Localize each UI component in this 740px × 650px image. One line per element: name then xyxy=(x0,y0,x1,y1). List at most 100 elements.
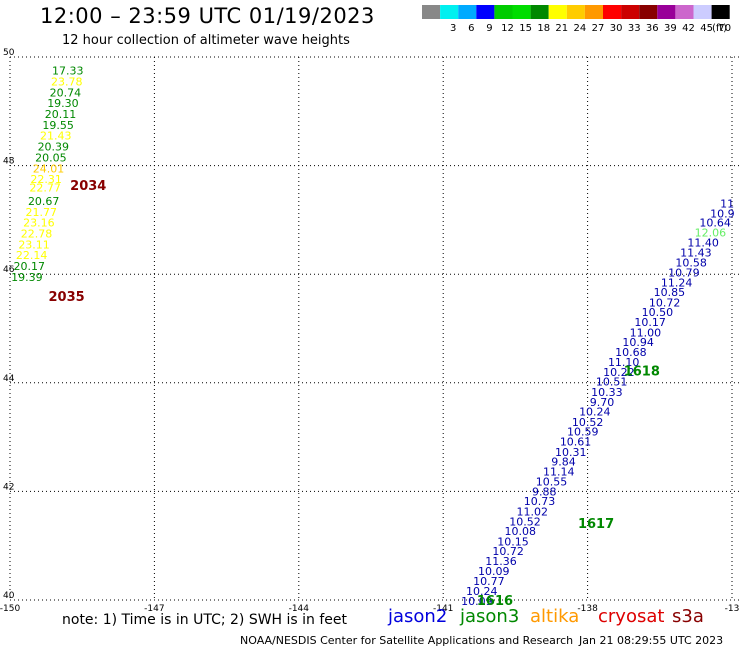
swh-value-label: 10.61 xyxy=(560,435,592,448)
colorbar-swatch xyxy=(440,5,459,19)
swh-value-label: 10.9 xyxy=(710,207,735,220)
swh-value-label: 10.72 xyxy=(492,545,524,558)
track-labels: 2034 2035 1618 1617 1616 xyxy=(49,179,660,609)
colorbar-swatch xyxy=(566,5,585,19)
swh-value-label: 19.55 xyxy=(42,119,74,132)
swh-value-label: 10.73 xyxy=(524,495,556,508)
y-tick-label: 46 xyxy=(3,265,15,275)
swh-points: 17.3323.7820.7419.3020.1119.5521.4320.39… xyxy=(11,65,735,609)
swh-value-label: 10.33 xyxy=(591,386,623,399)
legend-item-jason2: jason2 xyxy=(388,606,448,627)
swh-value-label: 11.14 xyxy=(543,465,575,478)
swh-value-label: 20.74 xyxy=(50,86,82,99)
colorbar: 3 6 9 12 15 18 21 24 27 30 33 36 39 42 45 70 (ft) xyxy=(422,5,731,34)
colorbar-swatch xyxy=(693,5,712,19)
colorbar-swatch xyxy=(675,5,694,19)
swh-value-label: 10.31 xyxy=(555,446,587,459)
colorbar-swatch xyxy=(494,5,513,19)
legend-item-altika: altika xyxy=(530,606,580,627)
footer-credit: NOAA/NESDIS Center for Satellite Applica… xyxy=(240,634,574,647)
map-plot: -150 -147 -144 -141 -138 -13 40 42 44 46 48 50 17.3… xyxy=(0,48,740,612)
colorbar-tick-label: 21 xyxy=(555,23,568,34)
colorbar-swatch xyxy=(621,5,640,19)
swh-value-label: 10.85 xyxy=(654,286,686,299)
swh-value-label: 10.58 xyxy=(675,256,707,269)
swh-value-label: 10.64 xyxy=(699,217,731,230)
colorbar-swatch xyxy=(603,5,622,19)
swh-value-label: 19.39 xyxy=(11,271,43,284)
colorbar-tick-label: 3 xyxy=(450,23,456,34)
swh-value-label: 10.77 xyxy=(473,575,505,588)
legend-item-s3a: s3a xyxy=(672,606,704,627)
colorbar-tick-label: 27 xyxy=(592,23,605,34)
x-tick-label: -147 xyxy=(144,604,164,612)
swh-value-label: 10.79 xyxy=(668,267,700,280)
swh-value-label: 11.40 xyxy=(687,237,719,250)
swh-value-label: 11.24 xyxy=(661,276,693,289)
swh-value-label: 22.14 xyxy=(16,249,48,262)
x-tick-label: -144 xyxy=(289,604,310,612)
swh-value-label: 17.33 xyxy=(52,65,84,78)
colorbar-tick-label: 33 xyxy=(628,23,641,34)
swh-value-label: 20.17 xyxy=(14,260,46,273)
swh-value-label: 10.52 xyxy=(572,416,604,429)
swh-value-label: 11.43 xyxy=(680,246,712,259)
colorbar-tick-label: 42 xyxy=(682,23,695,34)
colorbar-swatch xyxy=(458,5,477,19)
colorbar-tick-label: 9 xyxy=(486,23,492,34)
grid-lines xyxy=(9,56,740,601)
colorbar-swatch xyxy=(639,5,658,19)
colorbar-tick-label: 12 xyxy=(501,23,514,34)
swh-value-label: 24.01 xyxy=(33,162,65,175)
swh-value-label: 10.68 xyxy=(615,346,647,359)
colorbar-tick-label: 15 xyxy=(519,23,532,34)
chart-title: 12:00 – 23:59 UTC 01/19/2023 xyxy=(40,4,375,28)
x-tick-label: -13 xyxy=(725,604,740,612)
swh-value-label: 10.09 xyxy=(478,565,510,578)
swh-value-label: 9.88 xyxy=(532,485,557,498)
swh-value-label: 23.78 xyxy=(51,75,83,88)
colorbar-swatch xyxy=(530,5,549,19)
colorbar-tick-label: 24 xyxy=(574,23,587,34)
swh-value-label: 20.11 xyxy=(45,108,77,121)
swh-value-label: 10.94 xyxy=(622,336,654,349)
colorbar-tick-label: 36 xyxy=(646,23,659,34)
swh-value-label: 10.17 xyxy=(634,316,666,329)
colorbar-swatch xyxy=(548,5,567,19)
legend-item-jason3: jason3 xyxy=(460,606,520,627)
swh-value-label: 23.11 xyxy=(18,238,50,251)
track-id-label: 1618 xyxy=(624,364,660,379)
swh-value-label: 10.08 xyxy=(504,525,536,538)
colorbar-swatch xyxy=(657,5,676,19)
swh-value-label: 20.05 xyxy=(35,151,67,164)
swh-value-label: 11.02 xyxy=(516,505,548,518)
swh-value-label: 21.43 xyxy=(40,130,72,143)
colorbar-swatch xyxy=(711,5,730,19)
colorbar-unit: (ft) xyxy=(712,23,727,34)
swh-value-label: 20.39 xyxy=(38,141,70,154)
legend-item-cryosat: cryosat xyxy=(598,606,665,627)
swh-value-label: 22.31 xyxy=(30,173,62,186)
swh-value-label: 11.00 xyxy=(630,326,662,339)
swh-value-label: 10.59 xyxy=(567,426,599,439)
colorbar-swatch xyxy=(422,5,441,19)
colorbar-tick-label: 6 xyxy=(468,23,474,34)
swh-value-label: 11.36 xyxy=(485,555,517,568)
swh-value-label: 10.22 xyxy=(603,366,635,379)
x-tick-label: -150 xyxy=(0,604,20,612)
swh-value-label: 11.10 xyxy=(608,356,640,369)
swh-value-label: 10.72 xyxy=(649,296,681,309)
swh-value-label: 9.84 xyxy=(551,456,576,469)
colorbar-tick-label: 39 xyxy=(664,23,677,34)
swh-value-label: 10.52 xyxy=(509,515,541,528)
y-tick-label: 48 xyxy=(3,157,15,167)
colorbar-swatch xyxy=(512,5,531,19)
y-tick-label: 50 xyxy=(3,48,15,58)
swh-value-label: 9.70 xyxy=(590,396,615,409)
swh-value-label: 10.51 xyxy=(596,376,628,389)
y-tick-label: 42 xyxy=(3,482,14,492)
swh-value-label: 22.77 xyxy=(29,181,61,194)
track-id-label: 1617 xyxy=(578,517,614,532)
y-tick-label: 44 xyxy=(3,374,15,384)
footer-note: note: 1) Time is in UTC; 2) SWH is in fe… xyxy=(62,612,348,628)
